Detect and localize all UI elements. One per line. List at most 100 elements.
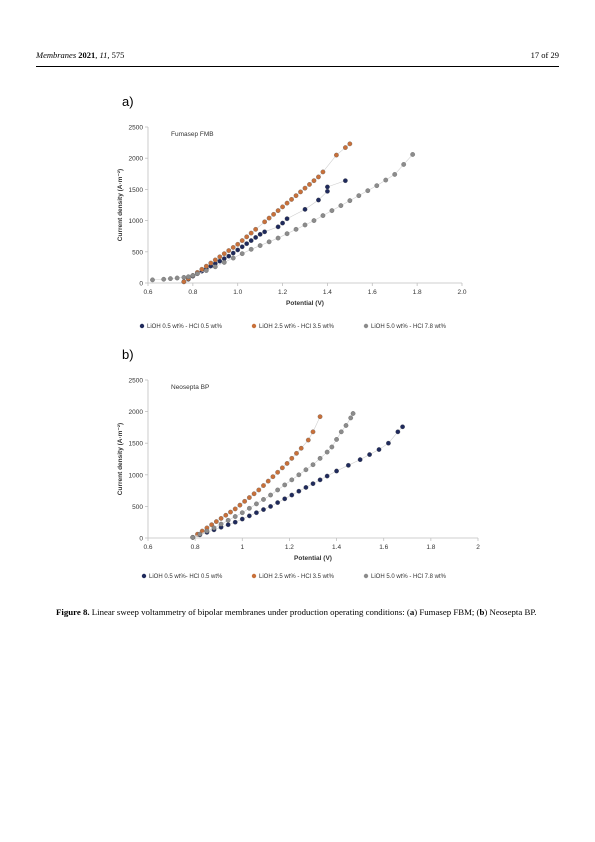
data-point xyxy=(350,411,356,416)
data-point xyxy=(284,461,290,466)
series-trend-line xyxy=(152,154,413,281)
data-point xyxy=(275,487,280,493)
data-point xyxy=(248,238,254,243)
data-point xyxy=(253,235,259,240)
data-point xyxy=(217,254,223,260)
series-3 xyxy=(190,411,356,540)
data-point xyxy=(190,535,196,540)
data-point xyxy=(239,516,245,522)
data-point xyxy=(383,177,389,183)
data-point xyxy=(237,502,243,508)
x-tick-label: 1.6 xyxy=(379,544,388,551)
data-point xyxy=(197,531,203,537)
data-point xyxy=(334,152,339,158)
data-point xyxy=(289,492,295,498)
x-tick-label: 0.6 xyxy=(143,544,152,551)
legend-marker xyxy=(251,323,257,329)
data-point xyxy=(239,238,245,243)
data-point xyxy=(242,498,247,504)
x-tick-label: 0.6 xyxy=(143,289,152,296)
legend-marker xyxy=(363,323,369,329)
series-2 xyxy=(181,141,353,285)
data-point xyxy=(266,215,272,221)
data-point xyxy=(305,437,311,443)
article-number: 575 xyxy=(111,50,125,60)
y-tick-label: 1000 xyxy=(129,218,144,225)
data-point xyxy=(289,477,295,483)
data-point xyxy=(293,226,299,232)
y-tick-label: 2500 xyxy=(129,378,144,385)
series-trend-line xyxy=(183,143,351,282)
data-point xyxy=(392,172,398,177)
y-axis-label: Current density (A·m⁻²) xyxy=(117,423,124,495)
data-point xyxy=(347,141,353,147)
data-point xyxy=(334,468,339,474)
data-point xyxy=(310,429,316,435)
data-point xyxy=(218,516,224,521)
data-point xyxy=(212,257,218,263)
data-point xyxy=(296,472,302,478)
data-point xyxy=(257,243,263,248)
data-point xyxy=(298,445,304,451)
data-point xyxy=(320,169,326,175)
data-point xyxy=(186,274,191,280)
y-tick-label: 500 xyxy=(132,504,143,511)
legend-marker xyxy=(139,323,145,329)
data-point xyxy=(226,248,232,253)
data-point xyxy=(230,245,236,250)
x-tick-label: 0.8 xyxy=(188,289,197,296)
data-point xyxy=(367,452,372,457)
journal-volume: 11 xyxy=(99,50,108,60)
data-point xyxy=(214,519,219,524)
data-point xyxy=(303,467,309,473)
data-point xyxy=(239,251,245,257)
data-point xyxy=(284,216,290,222)
x-axis-label: Potential (V) xyxy=(294,555,332,562)
data-point xyxy=(329,444,335,450)
x-tick-label: 1.2 xyxy=(285,544,294,551)
data-point xyxy=(325,188,330,194)
data-point xyxy=(190,273,196,278)
data-point xyxy=(316,197,321,203)
x-axis-label: Potential (V) xyxy=(286,300,324,307)
data-point xyxy=(317,414,323,420)
y-tick-label: 2000 xyxy=(129,409,144,416)
data-point xyxy=(244,234,250,240)
data-point xyxy=(410,152,416,157)
journal-year: 2021 xyxy=(78,50,96,60)
data-point xyxy=(150,277,155,283)
data-point xyxy=(334,437,339,442)
data-point xyxy=(232,519,238,525)
x-tick-label: 1.2 xyxy=(278,289,287,296)
data-point xyxy=(289,197,294,202)
data-point xyxy=(324,449,330,455)
data-point xyxy=(239,244,245,250)
caption-text-2: ) Fumasep FBM; ( xyxy=(414,607,480,617)
data-point xyxy=(325,184,330,190)
data-point xyxy=(284,231,290,237)
data-point xyxy=(174,275,180,281)
data-point xyxy=(275,224,281,230)
data-point xyxy=(235,247,241,253)
data-point xyxy=(261,483,266,488)
data-point xyxy=(254,501,259,507)
data-point xyxy=(338,203,344,208)
data-point xyxy=(268,504,273,509)
data-point xyxy=(311,218,317,223)
data-point xyxy=(386,440,391,446)
data-point xyxy=(275,235,281,241)
x-tick-label: 1.4 xyxy=(332,544,341,551)
chart-title: Fumasep FMB xyxy=(171,131,214,138)
x-tick-label: 1.0 xyxy=(233,289,242,296)
data-point xyxy=(204,528,210,534)
y-tick-label: 500 xyxy=(132,249,143,256)
chart-title: Neosepta BP xyxy=(171,384,209,391)
x-tick-label: 2.0 xyxy=(457,289,466,296)
data-point xyxy=(310,462,316,468)
data-point xyxy=(203,263,209,269)
y-tick-label: 1500 xyxy=(129,441,144,448)
data-point xyxy=(168,276,173,281)
data-point xyxy=(401,162,407,167)
data-point xyxy=(230,255,236,261)
data-point xyxy=(296,488,302,494)
